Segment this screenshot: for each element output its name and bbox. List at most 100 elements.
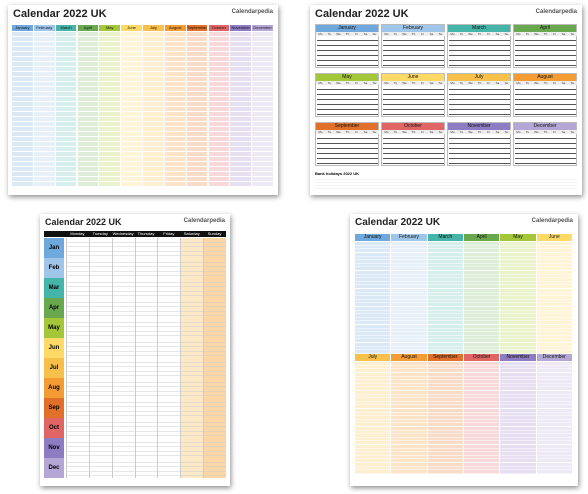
month-header: May <box>500 234 536 241</box>
weekday: Mo <box>514 81 523 85</box>
weekday: We <box>532 81 541 85</box>
month-label: Jul <box>44 358 64 378</box>
weekday: Mo <box>382 32 391 36</box>
weekday: We <box>466 32 475 36</box>
month-box: February Mo Tu We Th Fr Sa Su <box>381 24 445 68</box>
month-header: May <box>316 74 378 81</box>
day-grid <box>383 135 444 165</box>
month-label: Jan <box>44 238 64 258</box>
day-grid <box>515 37 576 67</box>
month-header: October <box>464 354 500 361</box>
weekday: Fr <box>418 32 427 36</box>
week-rows <box>66 238 226 258</box>
week-rows <box>66 418 226 438</box>
weekday: Fr <box>484 81 493 85</box>
month-box: March Mo Tu We Th Fr Sa Su <box>447 24 511 68</box>
weekday: Saturday <box>183 231 200 236</box>
month-box: July Mo Tu We Th Fr Sa Su <box>447 73 511 117</box>
month-header: April <box>514 25 576 32</box>
month-header: June <box>121 25 142 31</box>
logo: Calendarpedia <box>535 9 577 15</box>
title: Calendar 2022 UK <box>355 217 441 228</box>
month-box: January Mo Tu We Th Fr Sa Su <box>315 24 379 68</box>
weekday: We <box>400 32 409 36</box>
month-column <box>500 242 536 354</box>
day-grid <box>383 86 444 116</box>
footer: Bank holidays 2022 UK <box>315 171 360 176</box>
month-column <box>464 242 500 354</box>
month-header: May <box>99 25 121 31</box>
weekday: We <box>400 81 409 85</box>
weekday: Fr <box>352 130 361 134</box>
weekday: Fr <box>352 81 361 85</box>
month-header: December <box>252 25 273 31</box>
month-header: February <box>33 25 55 31</box>
month-header: August <box>514 74 576 81</box>
weekday: Tu <box>325 81 334 85</box>
weekday: Mo <box>316 81 325 85</box>
weekday: Su <box>370 32 379 36</box>
weekday: Fr <box>550 130 559 134</box>
weekday: Mo <box>382 130 391 134</box>
month-header: November <box>230 25 252 31</box>
month-box: November Mo Tu We Th Fr Sa Su <box>447 122 511 166</box>
month-column <box>186 32 208 187</box>
weekday: We <box>334 130 343 134</box>
weekday: Su <box>370 81 379 85</box>
weekday: Sa <box>559 32 568 36</box>
month-box: August Mo Tu We Th Fr Sa Su <box>513 73 577 117</box>
calendar-preview[interactable]: Calendar 2022 UK Calendarpedia January Mo Tu… <box>310 5 582 195</box>
month-column <box>12 32 33 187</box>
month-column <box>464 362 500 474</box>
title: Calendar 2022 UK <box>13 8 107 20</box>
month-header: January <box>12 25 33 31</box>
calendar-preview[interactable]: Calendar 2022 UK Calendarpedia January Febr… <box>8 5 278 195</box>
weekday: Su <box>568 130 577 134</box>
month-header: March <box>448 25 510 32</box>
weekday: Tu <box>457 32 466 36</box>
weekday: Fr <box>418 81 427 85</box>
weekday: Tu <box>391 130 400 134</box>
month-box: December Mo Tu We Th Fr Sa Su <box>513 122 577 166</box>
month-header: September <box>186 25 208 31</box>
weekday: Sa <box>361 81 370 85</box>
weekday: Fr <box>550 81 559 85</box>
month-label: Aug <box>44 378 64 398</box>
month-label: Jun <box>44 338 64 358</box>
weekday: Fr <box>418 130 427 134</box>
weekday: Tu <box>523 32 532 36</box>
weekday: Tu <box>523 130 532 134</box>
weekday: Sa <box>493 32 502 36</box>
month-column <box>427 362 463 474</box>
week-rows <box>66 458 226 478</box>
month-column <box>230 32 252 187</box>
weekday: Mo <box>382 81 391 85</box>
weekday: Tu <box>325 130 334 134</box>
day-grid <box>317 135 378 165</box>
weekday: Su <box>502 81 511 85</box>
weekday: We <box>466 130 475 134</box>
day-grid <box>515 135 576 165</box>
month-label: Dec <box>44 458 64 478</box>
month-column <box>500 362 536 474</box>
month-header: March <box>55 25 77 31</box>
weekday: We <box>334 81 343 85</box>
weekday: Th <box>409 130 418 134</box>
weekday: Mo <box>514 32 523 36</box>
month-column <box>536 362 572 474</box>
calendar-preview[interactable]: Calendar 2022 UK Calendarpedia Monday Tuesd… <box>40 214 230 486</box>
weekday: Su <box>568 32 577 36</box>
day-grid <box>449 135 510 165</box>
month-column <box>77 32 99 187</box>
calendar-preview[interactable]: Calendar 2022 UK Calendarpedia January Febr… <box>350 214 578 486</box>
weekday: Tu <box>391 32 400 36</box>
weekday: Sa <box>559 81 568 85</box>
week-rows <box>66 338 226 358</box>
weekday: Mo <box>316 32 325 36</box>
weekday: Fr <box>352 32 361 36</box>
weekday: Su <box>568 81 577 85</box>
weekday: Sa <box>493 130 502 134</box>
weekday: Sa <box>493 81 502 85</box>
weekday: Sa <box>361 130 370 134</box>
